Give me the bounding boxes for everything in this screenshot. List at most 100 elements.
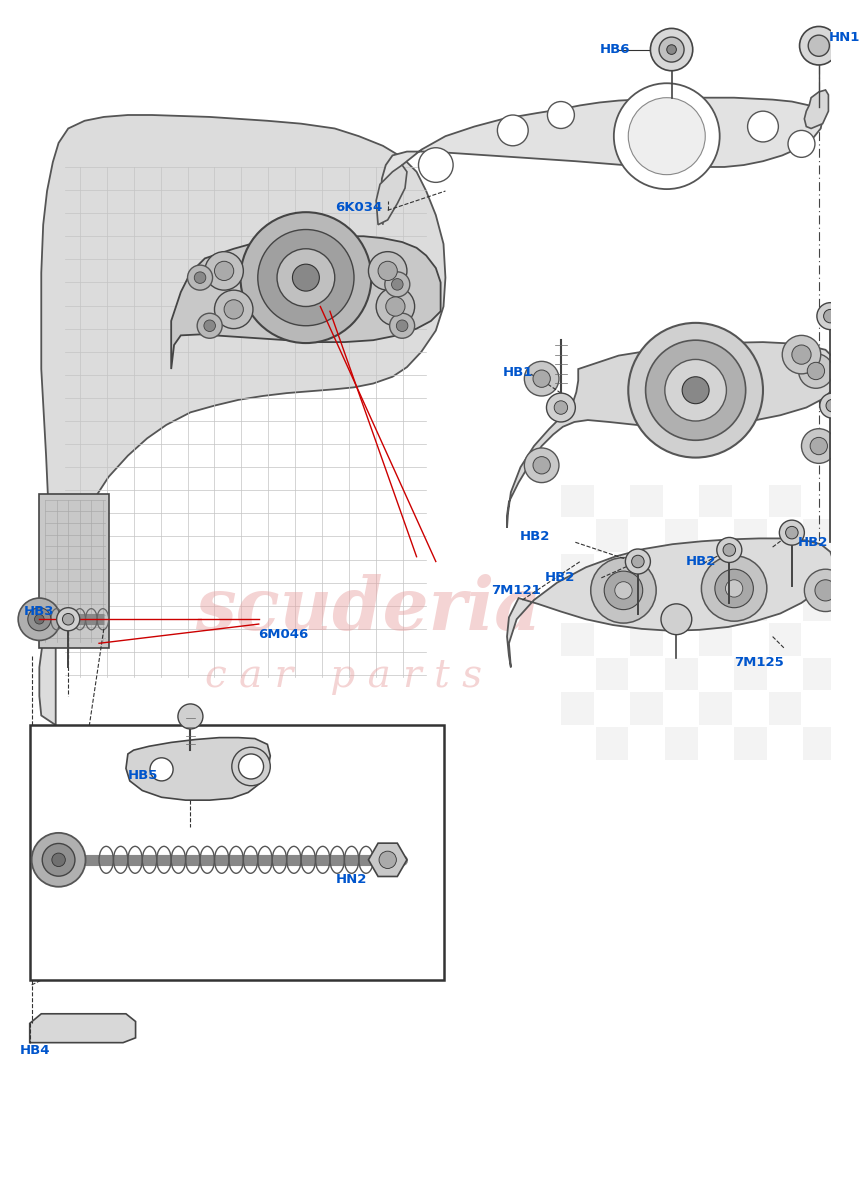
Circle shape <box>34 614 44 624</box>
Bar <box>596 623 629 656</box>
Circle shape <box>379 851 396 869</box>
Circle shape <box>240 212 371 343</box>
Bar <box>803 554 836 587</box>
Circle shape <box>385 272 410 296</box>
Bar <box>699 588 732 622</box>
Circle shape <box>390 313 415 338</box>
Text: c a r   p a r t s: c a r p a r t s <box>205 659 482 696</box>
Bar <box>596 588 629 622</box>
Polygon shape <box>369 844 407 876</box>
Bar <box>734 727 767 760</box>
Circle shape <box>661 604 691 635</box>
Circle shape <box>498 115 528 145</box>
Circle shape <box>723 544 735 557</box>
Circle shape <box>650 29 693 71</box>
Circle shape <box>195 272 206 283</box>
Bar <box>734 554 767 587</box>
Circle shape <box>378 262 397 281</box>
Bar <box>665 485 697 517</box>
Bar <box>769 727 802 760</box>
Bar <box>769 623 802 656</box>
Circle shape <box>715 569 753 607</box>
Circle shape <box>204 320 215 331</box>
Circle shape <box>396 320 408 331</box>
Text: HN2: HN2 <box>336 872 367 886</box>
Text: HB4: HB4 <box>20 1044 51 1057</box>
Bar <box>630 588 663 622</box>
Circle shape <box>629 97 705 175</box>
Circle shape <box>747 112 778 142</box>
Circle shape <box>524 361 559 396</box>
Circle shape <box>554 401 567 414</box>
Text: scuderia: scuderia <box>195 574 542 646</box>
Circle shape <box>666 44 677 54</box>
Circle shape <box>547 394 575 422</box>
Circle shape <box>28 607 51 631</box>
Circle shape <box>386 296 405 316</box>
Circle shape <box>293 264 319 292</box>
Circle shape <box>369 252 407 290</box>
Bar <box>630 554 663 587</box>
Circle shape <box>524 448 559 482</box>
Bar <box>596 520 629 552</box>
Bar <box>596 485 629 517</box>
Polygon shape <box>40 115 445 725</box>
Circle shape <box>808 35 829 56</box>
Circle shape <box>646 340 746 440</box>
Bar <box>734 623 767 656</box>
Bar <box>596 727 629 760</box>
Text: 6K034: 6K034 <box>335 200 382 214</box>
Bar <box>803 692 836 725</box>
Circle shape <box>629 323 763 457</box>
Bar <box>665 727 697 760</box>
Polygon shape <box>376 166 407 224</box>
Bar <box>40 494 108 648</box>
Bar <box>769 588 802 622</box>
Circle shape <box>779 520 804 545</box>
Bar <box>665 520 697 552</box>
Circle shape <box>224 300 244 319</box>
Circle shape <box>802 428 836 463</box>
Bar <box>699 520 732 552</box>
Circle shape <box>783 335 821 374</box>
Text: HB2: HB2 <box>797 535 828 548</box>
Bar <box>803 485 836 517</box>
Circle shape <box>42 844 75 876</box>
Bar <box>734 658 767 690</box>
Bar <box>665 658 697 690</box>
Circle shape <box>726 580 743 598</box>
Bar <box>803 658 836 690</box>
Circle shape <box>808 362 825 379</box>
Text: HB2: HB2 <box>686 556 716 568</box>
Circle shape <box>792 344 811 365</box>
Polygon shape <box>804 90 828 128</box>
Circle shape <box>548 102 574 128</box>
Circle shape <box>418 148 453 182</box>
Bar <box>561 554 593 587</box>
Bar <box>665 623 697 656</box>
Circle shape <box>804 569 846 612</box>
Circle shape <box>799 354 833 389</box>
Text: HN1: HN1 <box>828 30 860 43</box>
Bar <box>561 658 593 690</box>
Circle shape <box>785 527 798 539</box>
Bar <box>630 658 663 690</box>
Bar <box>769 520 802 552</box>
Circle shape <box>178 704 203 728</box>
Bar <box>769 485 802 517</box>
Text: 7M125: 7M125 <box>734 656 784 670</box>
Bar <box>596 692 629 725</box>
Text: 6M046: 6M046 <box>257 628 308 641</box>
Bar <box>699 692 732 725</box>
Circle shape <box>800 26 838 65</box>
Bar <box>769 692 802 725</box>
Bar <box>561 727 593 760</box>
Bar <box>699 554 732 587</box>
Circle shape <box>205 252 244 290</box>
Bar <box>734 588 767 622</box>
Bar <box>803 588 836 622</box>
Bar <box>630 727 663 760</box>
Circle shape <box>214 262 233 281</box>
Text: HB3: HB3 <box>24 605 54 618</box>
Circle shape <box>533 370 550 388</box>
